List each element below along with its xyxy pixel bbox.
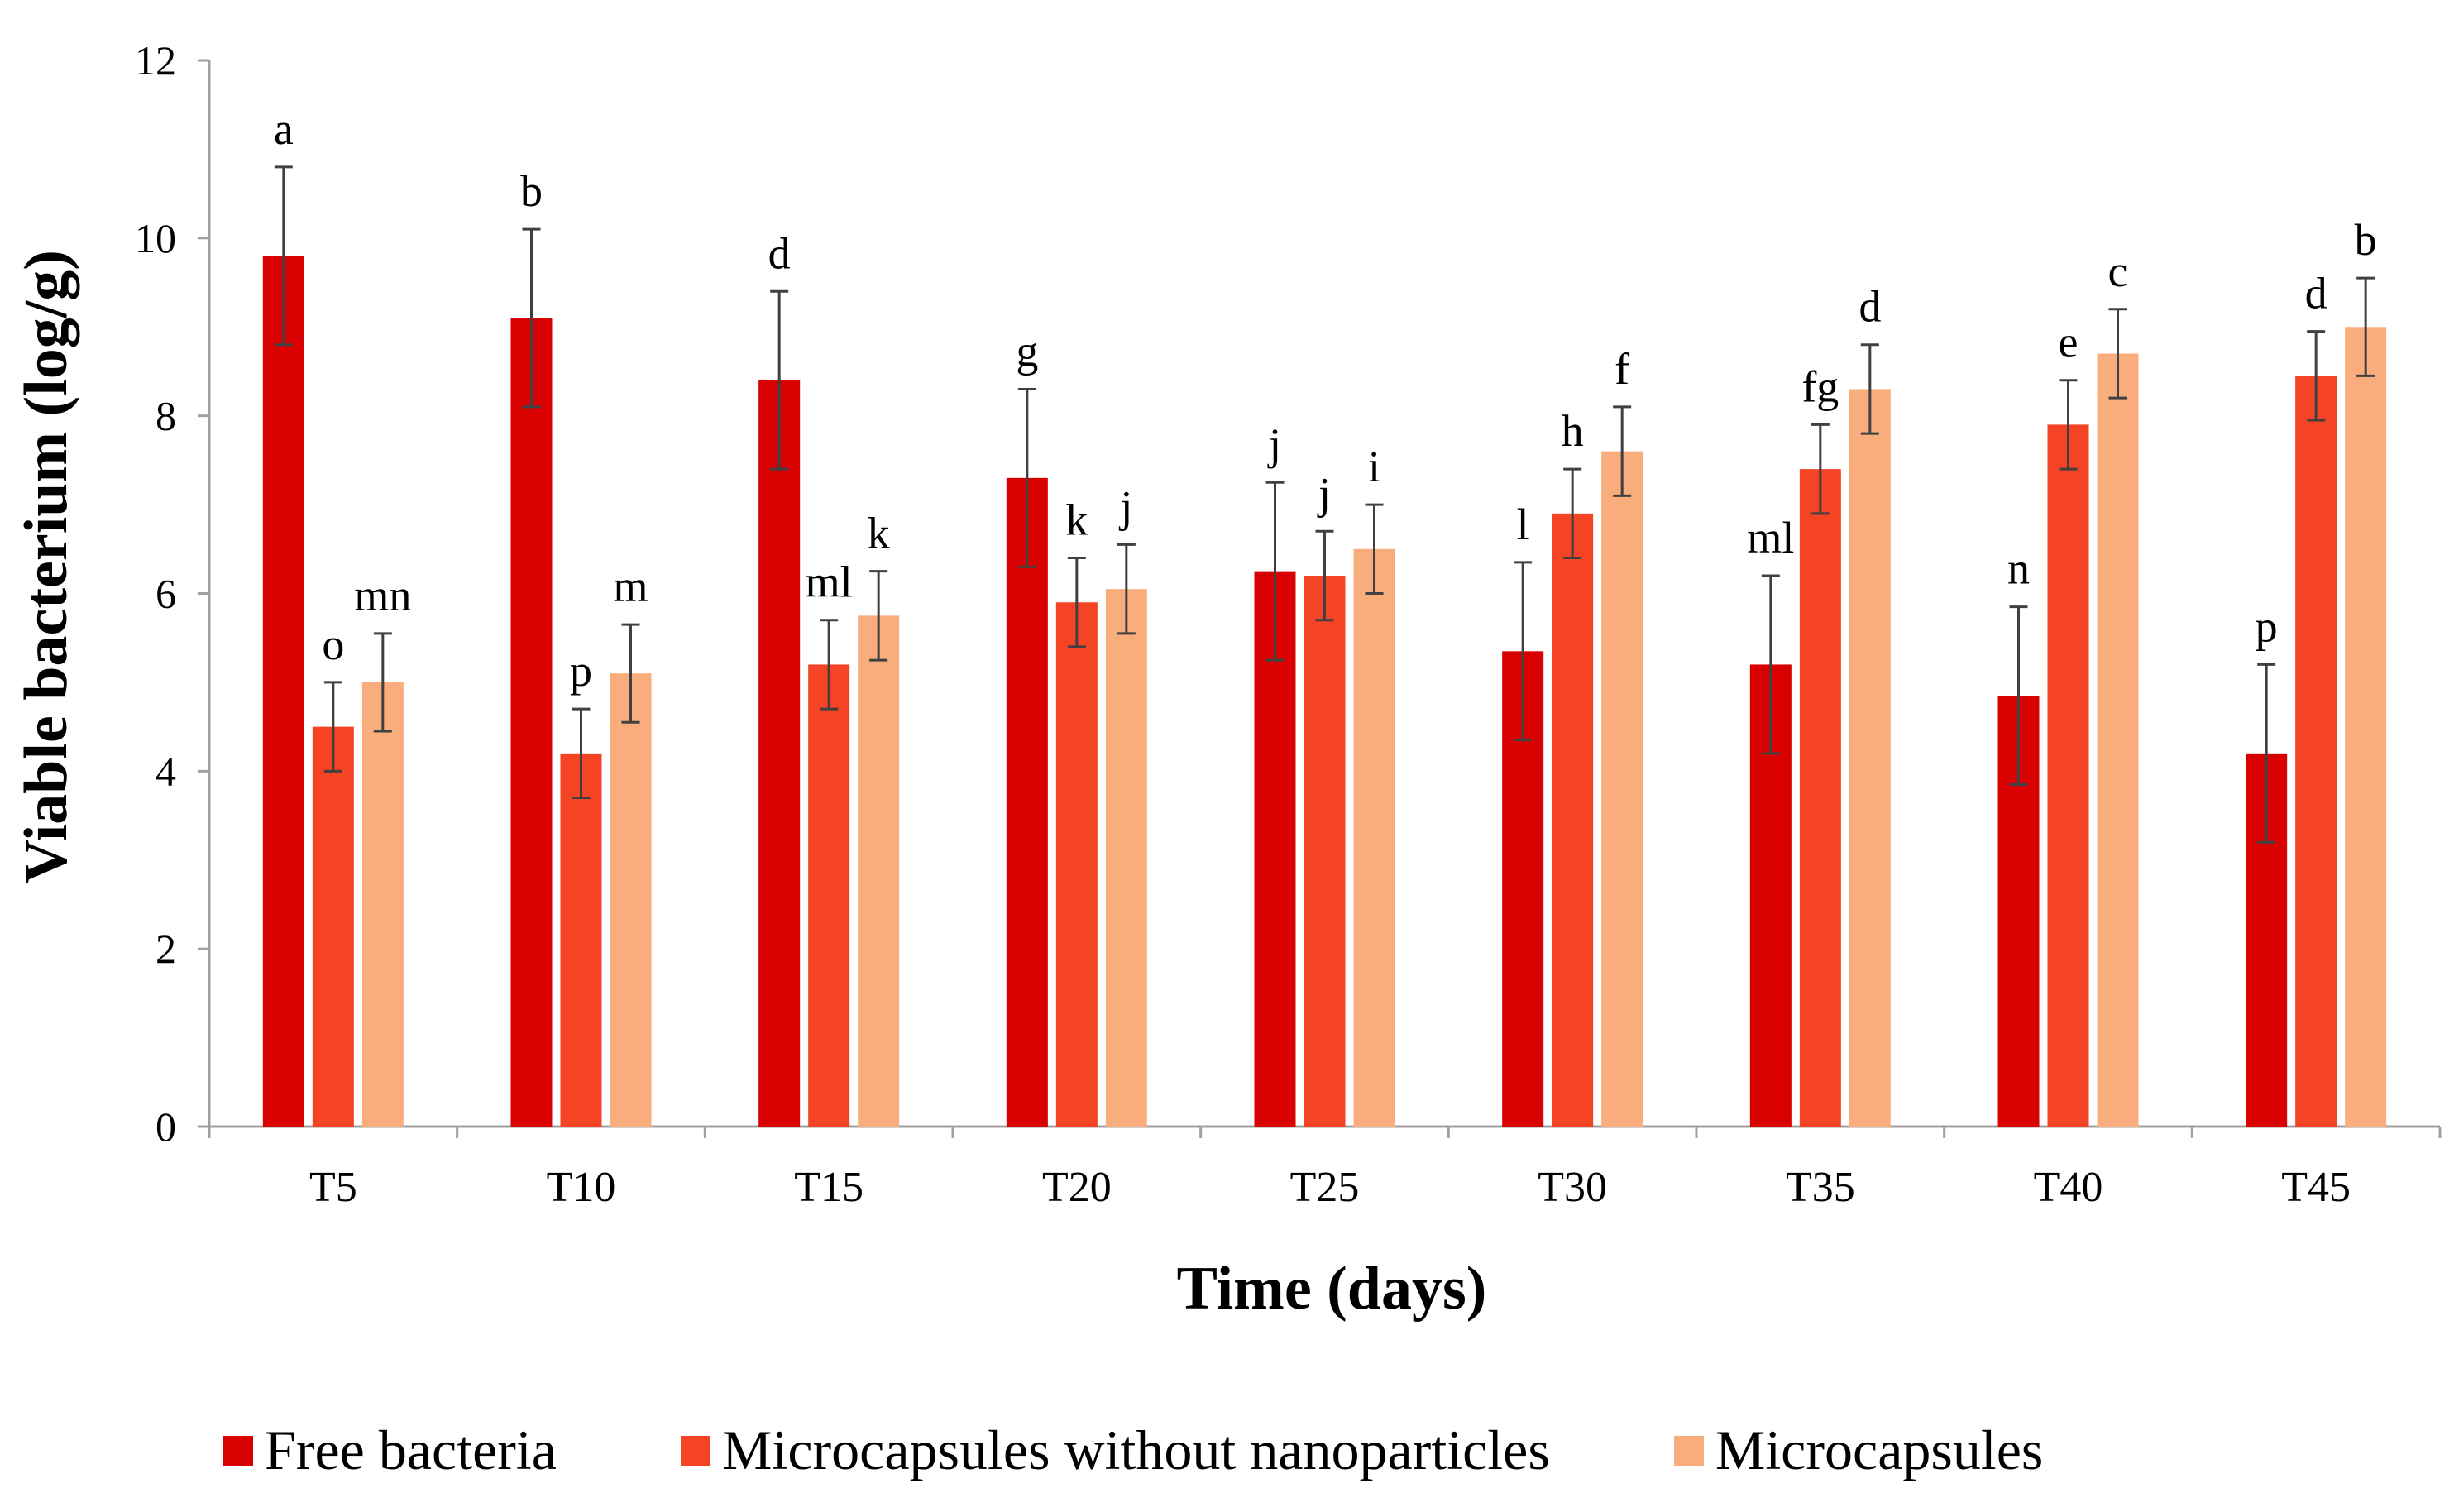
y-tick-label: 10 <box>135 215 176 261</box>
bar <box>2097 353 2139 1127</box>
significance-label: o <box>322 620 344 669</box>
y-axis: 0 2 4 6 8 10 12 <box>135 37 211 1150</box>
y-tick-label: 8 <box>155 393 176 439</box>
bar <box>1353 548 1395 1127</box>
significance-label: d <box>768 228 791 278</box>
significance-label: i <box>1368 442 1380 491</box>
bar <box>1055 602 1098 1127</box>
y-axis-title: Viable bacterium (log/g) <box>12 250 80 883</box>
bar <box>1304 576 1346 1127</box>
x-tick-label: T35 <box>1786 1164 1855 1211</box>
significance-label: j <box>1317 468 1331 518</box>
bar <box>1006 477 1048 1127</box>
y-tick-label: 0 <box>155 1103 176 1150</box>
significance-label: k <box>1065 495 1088 545</box>
significance-label: p <box>570 646 592 696</box>
significance-label: c <box>2108 246 2128 296</box>
x-tick-label: T15 <box>794 1164 864 1211</box>
x-tick-label: T25 <box>1290 1164 1360 1211</box>
significance-label: p <box>2256 601 2278 651</box>
bars-group <box>262 256 2387 1127</box>
legend-item-microcapsules: Microcapsules <box>1673 1418 2044 1483</box>
significance-label: ml <box>806 557 853 607</box>
legend-label: Microcapsules <box>1715 1419 2044 1481</box>
bar <box>2047 424 2089 1127</box>
significance-label: m <box>613 562 648 611</box>
x-tick-label: T10 <box>547 1164 616 1211</box>
x-tick-label: T40 <box>2034 1164 2103 1211</box>
y-tick-label: 6 <box>155 571 176 617</box>
significance-label: h <box>1562 406 1584 456</box>
significance-label: e <box>2059 318 2079 367</box>
bar <box>2345 327 2387 1127</box>
significance-label: a <box>274 104 294 154</box>
x-axis: T5 T10 T15 T20 T25 T30 T35 T40 T45 <box>208 1125 2442 1211</box>
bar <box>1601 451 1643 1127</box>
bar <box>858 615 900 1127</box>
bar <box>1254 571 1296 1127</box>
bar <box>1799 469 1841 1127</box>
x-tick-label: T30 <box>1538 1164 1607 1211</box>
legend-label: Microcapsules without nanoparticles <box>721 1419 1550 1481</box>
legend-item-free-bacteria: Free bacteria <box>223 1418 557 1483</box>
bar <box>1849 389 1891 1127</box>
significance-label: k <box>868 509 890 558</box>
significance-label: j <box>1267 419 1281 469</box>
x-tick-label: T20 <box>1042 1164 1112 1211</box>
x-tick-label: T5 <box>309 1164 357 1211</box>
x-axis-title: Time (days) <box>1177 1255 1487 1323</box>
y-tick-label: 12 <box>135 37 176 84</box>
bar <box>2295 376 2337 1127</box>
y-tick-label: 2 <box>155 926 176 972</box>
legend-swatch <box>1673 1435 1704 1466</box>
bar <box>610 673 652 1127</box>
error-bars-group <box>274 165 2375 844</box>
significance-label: g <box>1016 326 1038 376</box>
significance-label: d <box>1859 282 1881 332</box>
significance-label: b <box>520 166 543 216</box>
legend: Free bacteria Microcapsules without nano… <box>223 1418 2043 1483</box>
bar <box>1105 589 1147 1127</box>
significance-label: b <box>2355 215 2377 265</box>
bar <box>510 318 553 1127</box>
x-tick-label: T45 <box>2281 1164 2351 1211</box>
bar <box>312 726 354 1127</box>
significance-label: d <box>2305 269 2327 318</box>
legend-swatch <box>680 1435 710 1466</box>
legend-swatch <box>223 1435 253 1466</box>
bar <box>262 256 304 1127</box>
legend-label: Free bacteria <box>265 1419 557 1481</box>
legend-item-microcapsules-without-nanoparticles: Microcapsules without nanoparticles <box>680 1418 1550 1483</box>
bar <box>808 664 850 1127</box>
bar <box>560 753 602 1127</box>
significance-label: n <box>2007 544 2030 594</box>
significance-label: j <box>1118 481 1132 531</box>
significance-label: f <box>1615 344 1629 394</box>
significance-label: mn <box>354 571 411 620</box>
significance-label: l <box>1517 500 1529 549</box>
bar <box>361 682 404 1127</box>
significance-label: fg <box>1801 361 1839 411</box>
bar <box>1552 513 1594 1127</box>
significance-label: ml <box>1747 513 1794 562</box>
bar <box>758 380 801 1127</box>
y-tick-label: 4 <box>155 748 176 794</box>
